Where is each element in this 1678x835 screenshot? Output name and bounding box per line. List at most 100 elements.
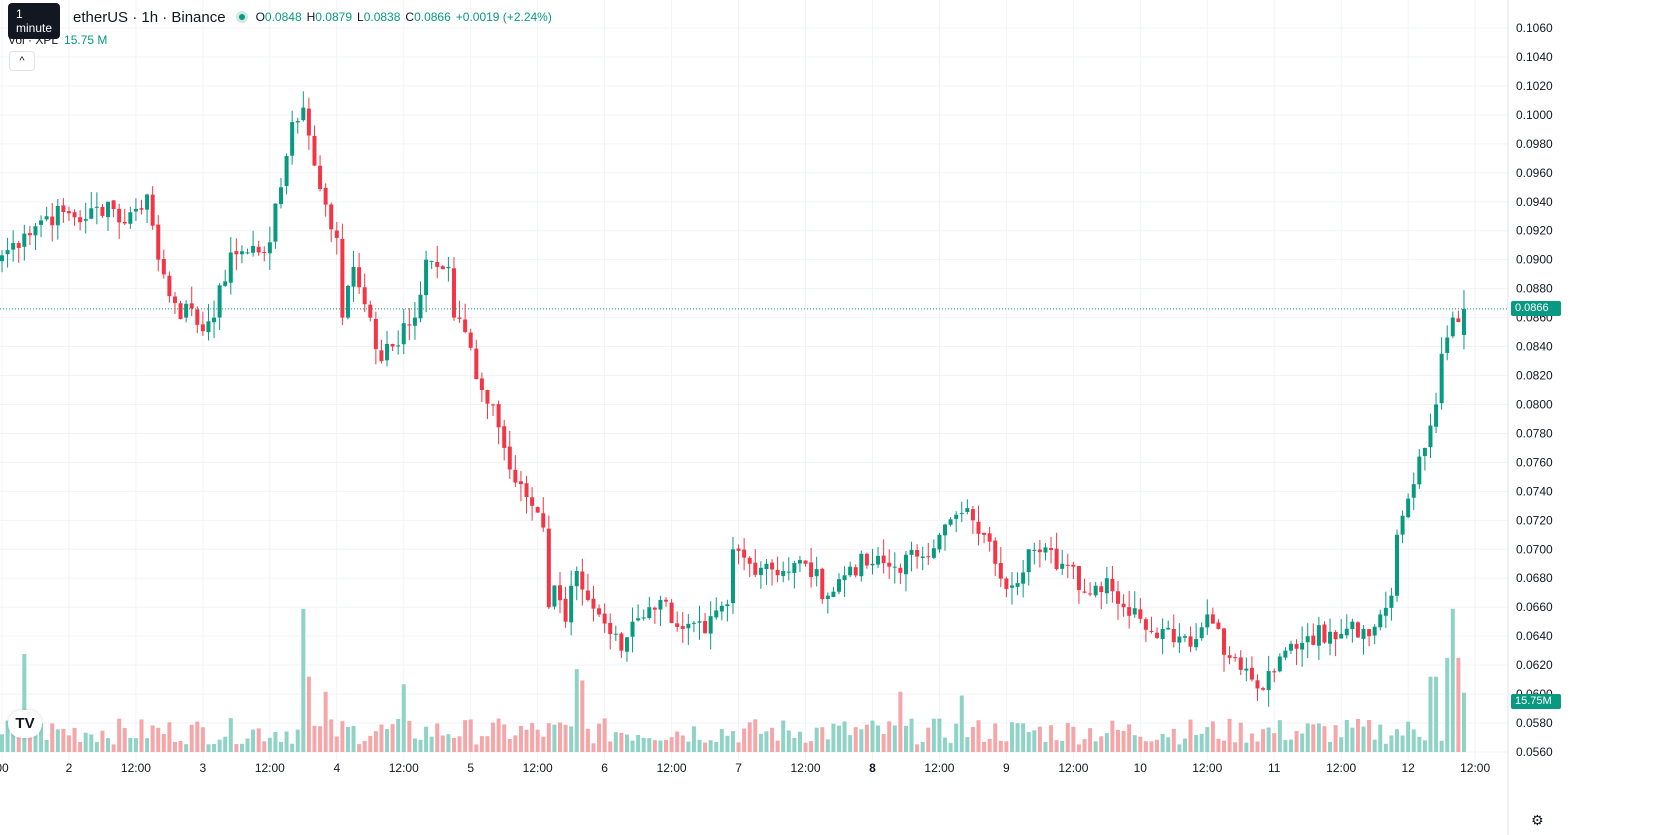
chart-grid [0, 0, 1509, 835]
volume-bar [1333, 725, 1338, 752]
candle-body [1339, 634, 1344, 639]
volume-bar [418, 739, 423, 752]
symbol-title[interactable]: etherUS · 1h · Binance [73, 8, 226, 26]
volume-bar [859, 729, 864, 752]
candle-body [636, 618, 641, 621]
volume-bar [546, 723, 551, 752]
volume-bar [111, 744, 116, 752]
volume-bar [318, 726, 323, 752]
volume-bar [686, 741, 691, 752]
volume-bar [401, 684, 406, 752]
candle-body [652, 607, 657, 610]
candle-body [440, 266, 445, 270]
candle-body [831, 591, 836, 597]
legend-close: C0.0866 [405, 10, 451, 24]
y-tick-label: 0.0800 [1516, 397, 1553, 411]
volume-bar [976, 720, 981, 752]
volume-bar [1339, 737, 1344, 752]
volume-bar [959, 695, 964, 752]
volume-bar [1082, 739, 1087, 752]
time-axis[interactable]: 00 2 12:00 3 12:00 4 12:00 5 12:00 6 12:00 7 12:00 8 1… [0, 761, 1490, 775]
candle-body [491, 404, 496, 406]
volume-bar [424, 726, 429, 752]
volume-value: 15.75 M [64, 33, 108, 47]
candle-body [273, 203, 278, 242]
candle-body [44, 216, 49, 220]
candle-body [50, 216, 55, 226]
x-tick-label: 11 [1268, 761, 1281, 775]
volume-bar [1054, 740, 1059, 752]
volume-bar [1110, 720, 1115, 752]
candle-body [1043, 547, 1048, 553]
candle-body [507, 446, 512, 470]
candle-body [1076, 566, 1081, 591]
candle-body [184, 303, 189, 318]
candle-body [318, 165, 323, 190]
candle-body [909, 549, 914, 555]
candle-body [792, 563, 797, 573]
volume-bar [284, 731, 289, 752]
volume-bar [267, 737, 272, 752]
volume-bar [1099, 736, 1104, 752]
candle-body [859, 553, 864, 577]
volume-bar [658, 740, 663, 752]
last-volume-tag: 15.75M [1511, 694, 1561, 709]
volume-bar [1283, 740, 1288, 752]
candle-body [725, 604, 730, 607]
price-axis[interactable]: 0.1060 0.1040 0.1020 0.1000 0.0980 0.0960 0.09… [1516, 21, 1553, 759]
candle-body [1288, 643, 1293, 651]
volume-label: Vol · XPL [8, 33, 59, 47]
candle-body [178, 303, 183, 319]
candle-body [1361, 629, 1366, 639]
volume-bar [78, 742, 83, 752]
volume-bar [390, 724, 395, 752]
volume-bar [954, 723, 959, 752]
volume-bar [295, 729, 300, 752]
candle-body [301, 107, 306, 121]
candle-body [396, 345, 401, 347]
volume-bar [66, 735, 71, 752]
candle-body [373, 318, 378, 350]
candle-body [954, 514, 959, 519]
volume-bar [245, 738, 250, 752]
candle-body [106, 201, 111, 218]
volume-bar [379, 724, 384, 752]
x-tick-label: 00 [0, 761, 9, 775]
candle-body [312, 135, 317, 166]
candle-body [1099, 586, 1104, 592]
volume-bar [206, 744, 211, 752]
y-tick-label: 0.0900 [1516, 253, 1553, 267]
volume-bar [675, 731, 680, 752]
volume-bar [864, 724, 869, 752]
candle-body [569, 585, 574, 623]
volume-bar [797, 731, 802, 752]
candle-body [937, 534, 942, 550]
volume-bar [558, 722, 562, 752]
volume-bar [524, 729, 529, 752]
candle-body [892, 566, 897, 568]
volume-bar [1417, 736, 1422, 752]
candle-body [290, 122, 295, 156]
volume-bar [429, 736, 434, 752]
candle-body [697, 621, 702, 623]
candle-body [786, 571, 791, 573]
candle-body [390, 344, 395, 347]
volume-bar [239, 743, 244, 752]
candle-body [100, 206, 105, 216]
candle-body [675, 623, 680, 628]
y-tick-label: 0.0580 [1516, 716, 1553, 730]
volume-bar [574, 669, 579, 752]
x-tick-label: 9 [1003, 761, 1010, 775]
y-tick-label: 0.0760 [1516, 455, 1553, 469]
candle-body [730, 549, 735, 604]
volume-bar [530, 722, 535, 752]
tradingview-logo-icon[interactable]: TV [8, 710, 42, 738]
candle-body [16, 243, 21, 248]
candle-body [156, 224, 161, 260]
candle-body [781, 571, 786, 576]
volume-bar [61, 728, 66, 752]
collapse-legend-button[interactable]: ^ [9, 51, 35, 71]
gear-icon[interactable]: ⚙ [1531, 812, 1544, 828]
candle-body [1116, 591, 1120, 604]
